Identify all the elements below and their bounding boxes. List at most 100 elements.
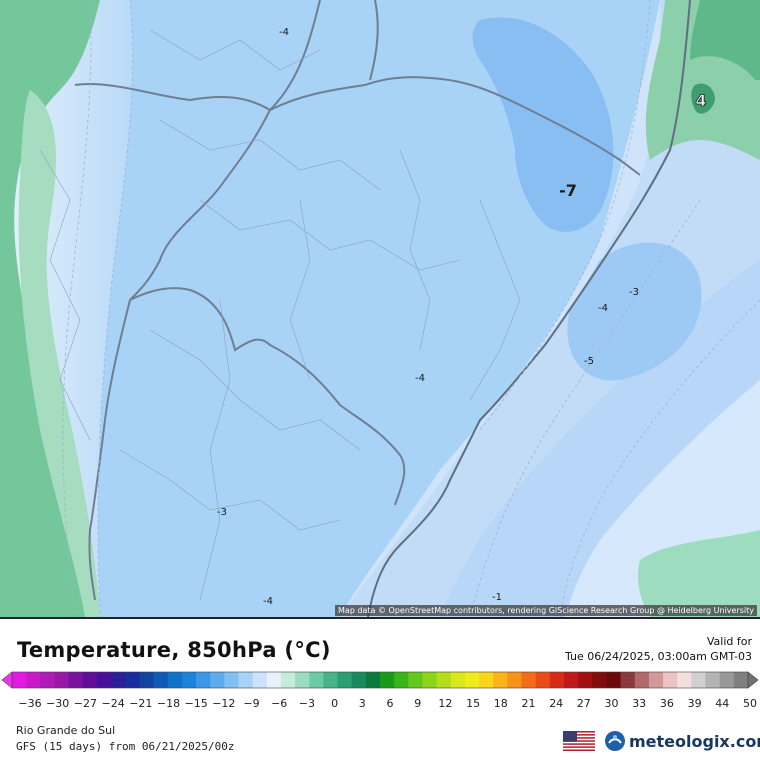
- colorbar-cell: [153, 672, 169, 688]
- colorbar-cell: [493, 672, 508, 688]
- colorbar-cell: [578, 672, 593, 688]
- state-border: [129, 109, 271, 301]
- colorbar-tick-label: 33: [632, 697, 646, 710]
- colorbar-cell: [521, 672, 537, 688]
- colorbar-tick-label: 6: [387, 697, 394, 710]
- colorbar-cell: [238, 672, 254, 688]
- colorbar-tick-label: −36: [18, 697, 41, 710]
- colorbar-cell: [380, 672, 395, 688]
- colorbar-tick-label: 30: [605, 697, 619, 710]
- colorbar-cell: [719, 672, 735, 688]
- colorbar-cell: [733, 672, 749, 688]
- colorbar-cell: [450, 672, 466, 688]
- colorbar-cell: [351, 672, 367, 688]
- contour-label: -1: [492, 592, 502, 603]
- colorbar-cell: [54, 672, 70, 688]
- contour-label: -5: [584, 356, 594, 367]
- colorbar-cell: [436, 672, 452, 688]
- colorbar-left-arrow: [1, 671, 13, 689]
- colorbar-cell: [620, 672, 636, 688]
- colorbar-cell: [68, 672, 84, 688]
- southeast-green-patch: [638, 530, 760, 617]
- contour-label: -4: [415, 373, 425, 384]
- colorbar-tick-label: 3: [359, 697, 366, 710]
- colorbar-cell: [295, 672, 310, 688]
- colorbar-cell: [564, 672, 579, 688]
- colorbar-cell: [479, 672, 494, 688]
- temperature-map[interactable]: -4 -7 -3 -4 -5 -4 -3 -4 -1 4: [0, 0, 760, 617]
- colorbar-cell: [210, 672, 225, 688]
- colorbar-cell: [507, 672, 522, 688]
- contour-label: -4: [263, 596, 273, 607]
- colorbar-cells: [11, 671, 749, 689]
- colorbar-cell: [266, 672, 282, 688]
- meteologix-logo-text: meteologix.com: [629, 731, 760, 751]
- colorbar-cell: [26, 672, 41, 688]
- colorbar-cell: [224, 672, 239, 688]
- colorbar-tick-label: −24: [101, 697, 124, 710]
- page-title: Temperature, 850hPa (°C): [17, 638, 331, 662]
- valid-label: Valid for: [706, 635, 752, 648]
- state-border: [88, 299, 131, 601]
- colorbar-cell: [111, 672, 126, 688]
- colorbar-tick-label: 18: [494, 697, 508, 710]
- colorbar-tick-label: 39: [688, 697, 702, 710]
- colorbar-tick-label: 24: [549, 697, 563, 710]
- colorbar-cell: [40, 672, 55, 688]
- footer-divider: [0, 617, 760, 619]
- contour-label: 4: [695, 91, 706, 110]
- isotherm-lines: [62, 0, 760, 617]
- contour-label: -3: [217, 507, 227, 518]
- colorbar-cell: [408, 672, 423, 688]
- colorbar-tick-label: 44: [715, 697, 729, 710]
- colorbar-cell: [677, 672, 692, 688]
- colorbar-right-arrow: [747, 671, 759, 689]
- colorbar-cell: [181, 672, 197, 688]
- colorbar-tick-label: 36: [660, 697, 674, 710]
- contour-label: -7: [559, 181, 577, 200]
- colorbar-cell: [634, 672, 650, 688]
- colorbar-tick-label: 15: [466, 697, 480, 710]
- minus7-core: [472, 17, 614, 232]
- colorbar-tick-label: −30: [46, 697, 69, 710]
- colorbar-tick-label: 9: [414, 697, 421, 710]
- contour-label: -4: [598, 303, 608, 314]
- colorbar-cell: [663, 672, 678, 688]
- municipality-lines: [39, 29, 521, 601]
- state-border: [129, 287, 406, 506]
- colorbar-cell: [549, 672, 565, 688]
- colorbar-tick-label: 27: [577, 697, 591, 710]
- colorbar-tick-label: 21: [522, 697, 536, 710]
- contour-label: -4: [279, 27, 289, 38]
- west-green-light: [18, 90, 101, 617]
- west-green-land: [0, 0, 100, 617]
- colorbar-tick-label: −15: [185, 697, 208, 710]
- state-border: [369, 0, 379, 81]
- east-green-core: [691, 83, 715, 114]
- map-attribution: Map data © OpenStreetMap contributors, r…: [335, 605, 757, 616]
- colorbar-cell: [337, 672, 353, 688]
- colorbar-cell: [691, 672, 706, 688]
- colorbar-tick-label: −3: [299, 697, 315, 710]
- coastline: [367, 0, 691, 617]
- colorbar-tick-label: −21: [129, 697, 152, 710]
- colorbar-tick-label: −6: [271, 697, 287, 710]
- colorbar-cell: [648, 672, 664, 688]
- colorbar-tick-label: −18: [157, 697, 180, 710]
- colorbar-cell: [125, 672, 140, 688]
- colorbar-tick-label: 50: [743, 697, 757, 710]
- us-flag-icon[interactable]: [563, 731, 595, 751]
- colorbar-cell: [705, 672, 721, 688]
- meteologix-logo[interactable]: meteologix.com: [604, 729, 760, 753]
- colorbar-ticks: −36 −30 −27 −24 −21 −18 −15 −12 −9 −6 −3 0 3 6 9 12 15 18…: [18, 697, 757, 710]
- colorbar-cell: [280, 672, 296, 688]
- colorbar-cell: [139, 672, 154, 688]
- colorbar-tick-label: 0: [331, 697, 338, 710]
- colorbar-cell: [82, 672, 98, 688]
- colorbar-cell: [394, 672, 409, 688]
- colorbar-cell: [592, 672, 607, 688]
- state-border: [74, 76, 641, 176]
- colorbar-cell: [196, 672, 211, 688]
- colorbar-cell: [12, 672, 27, 688]
- colorbar-cell: [323, 672, 338, 688]
